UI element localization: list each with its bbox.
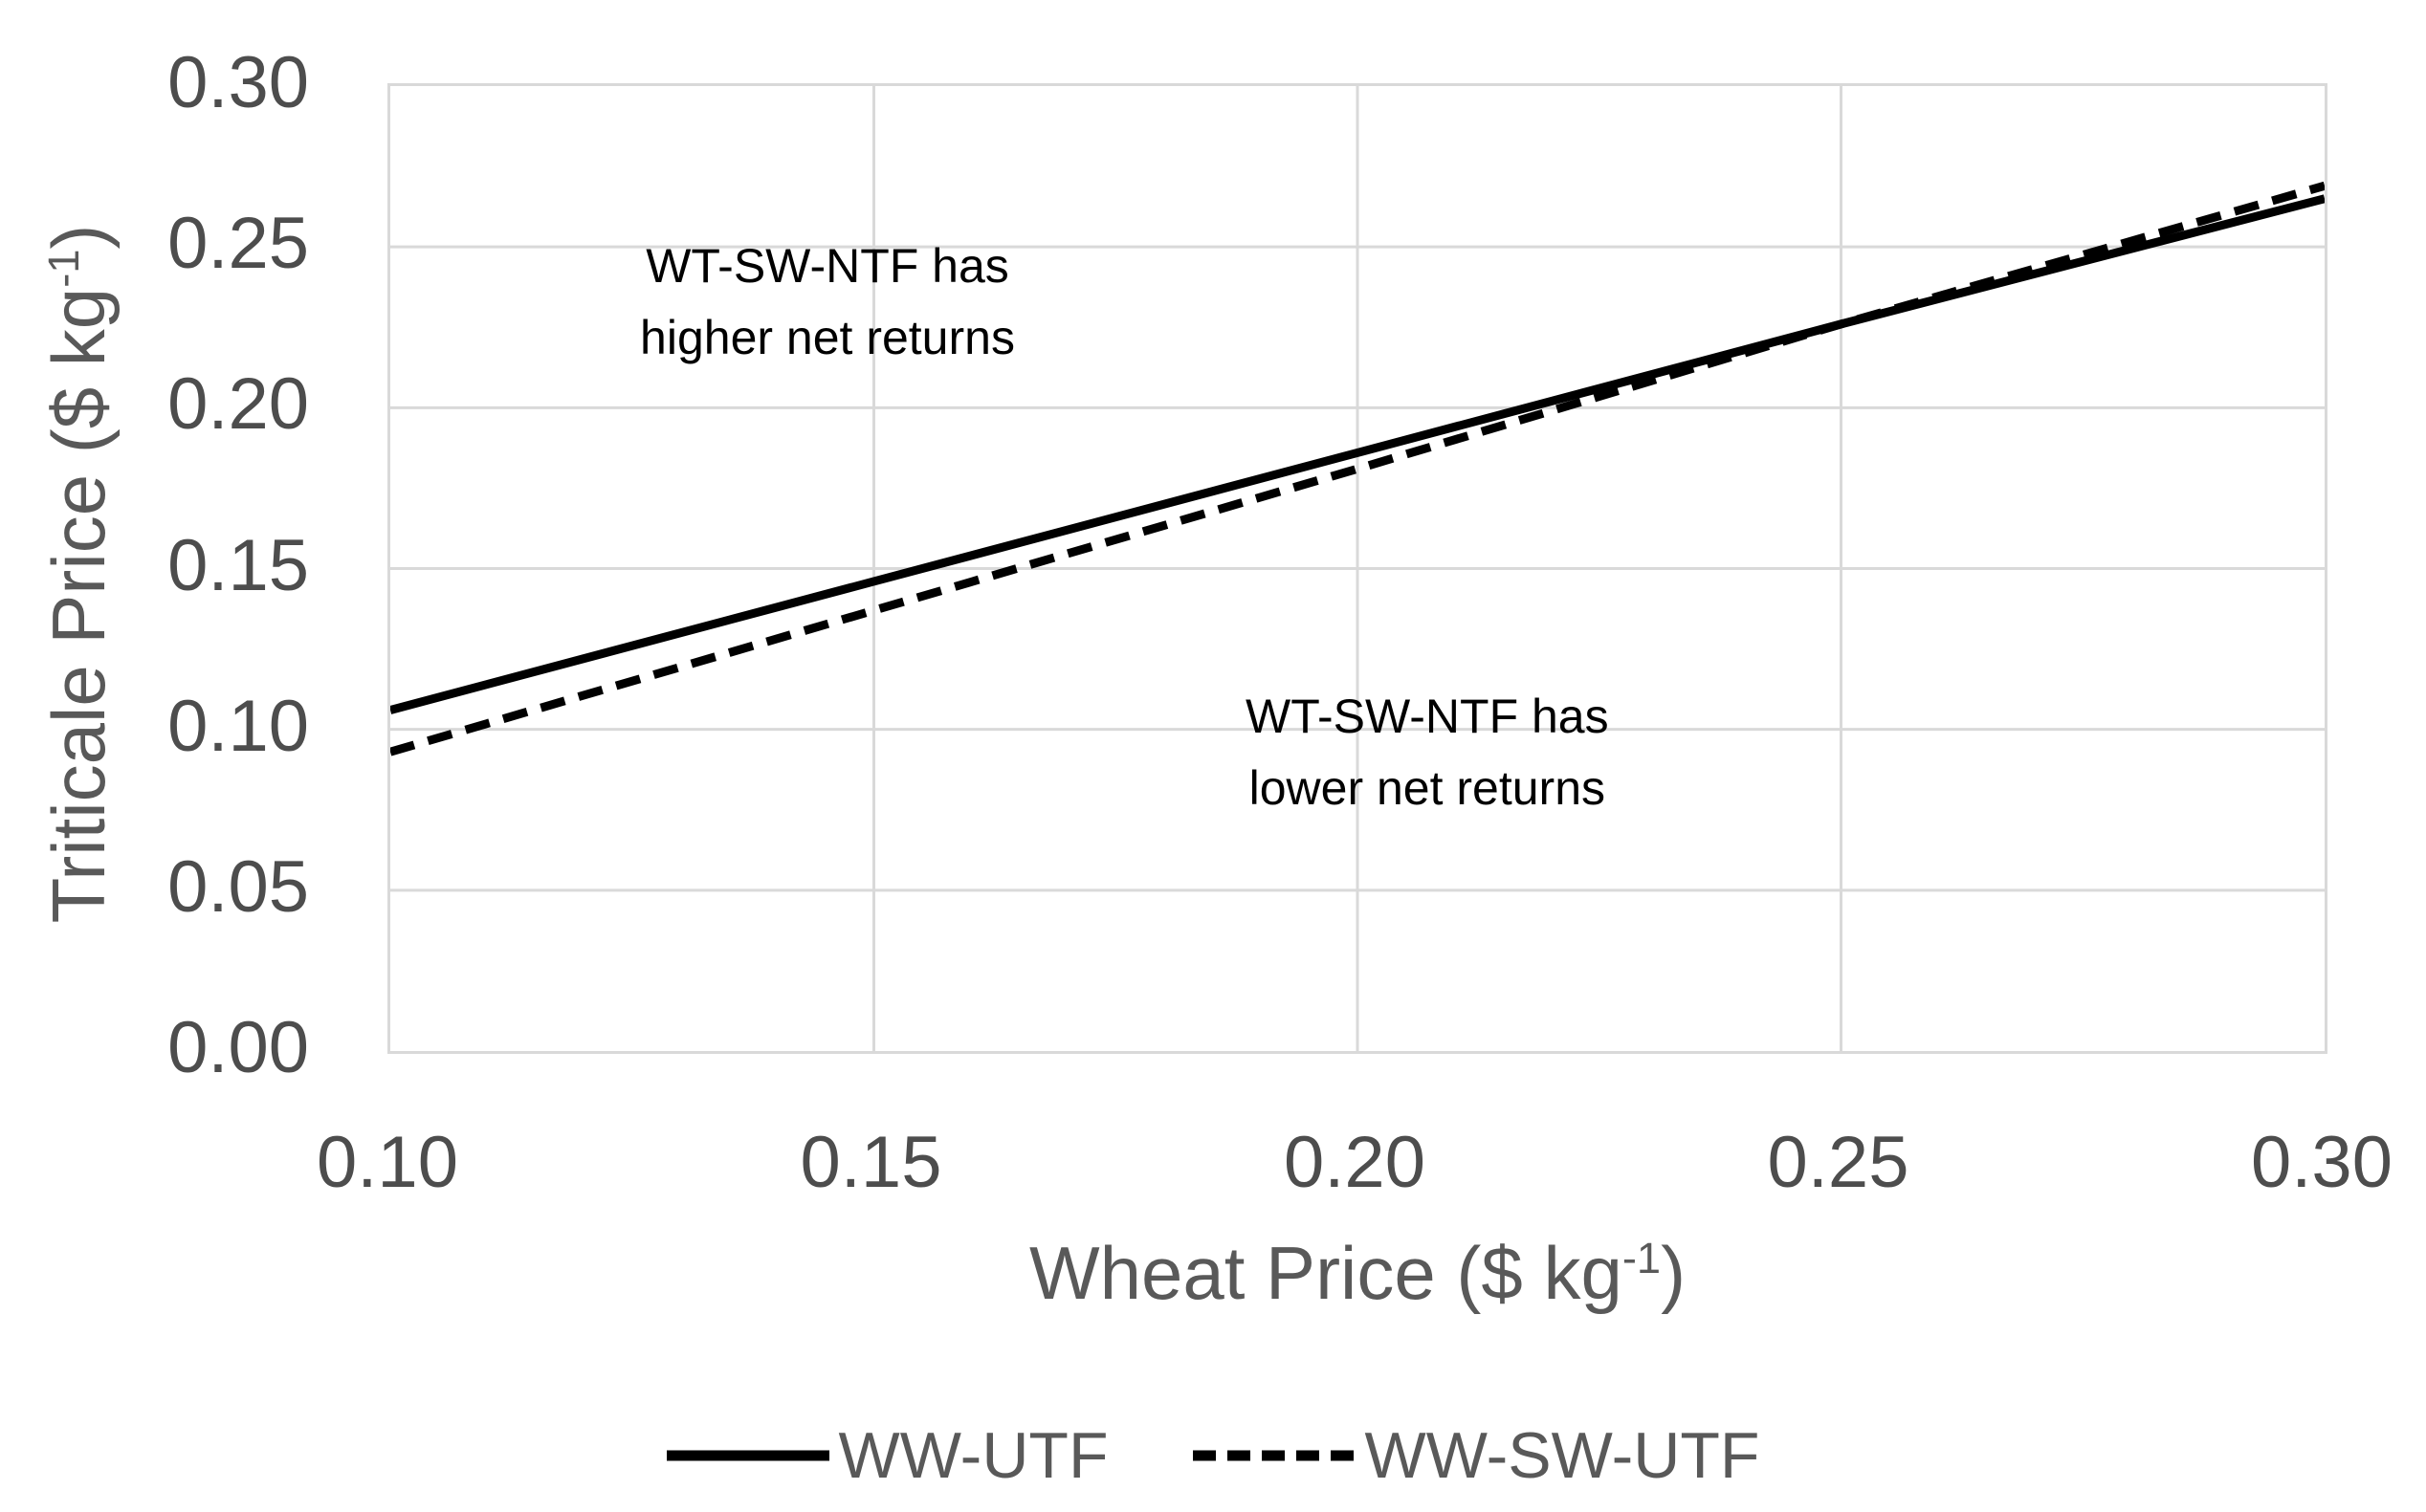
plot-lines-layer [390,86,2325,1051]
legend-item-ww-sw-utf: WW-SW-UTF [1192,1418,1760,1493]
plot-area [387,83,2327,1054]
legend-label: WW-SW-UTF [1364,1419,1760,1492]
legend: WW-UTF WW-SW-UTF [0,1404,2426,1507]
annotation-line: WT-SW-NTF has [646,238,1009,293]
series-line-ww-utf [390,194,2325,714]
x-tick-label: 0.15 [800,1122,942,1203]
legend-swatch-dashed [1192,1450,1356,1461]
x-axis-title-close: ) [1661,1231,1687,1315]
x-axis-title-superscript: -1 [1621,1234,1662,1282]
y-tick-label: 0.00 [167,1007,309,1088]
x-tick-label: 0.20 [1284,1122,1425,1203]
annotation-higher-returns: WT-SW-NTF has higher net returns [640,230,1015,374]
annotation-line: WT-SW-NTF has [1246,689,1609,743]
x-axis-title-text: Wheat Price ($ kg [1028,1231,1622,1315]
y-tick-label: 0.25 [167,203,309,285]
legend-label: WW-UTF [838,1419,1109,1492]
series-line-ww-sw-utf [390,181,2325,756]
x-tick-label: 0.25 [1767,1122,1909,1203]
y-tick-label: 0.10 [167,685,309,767]
x-tick-label: 0.30 [2251,1122,2393,1203]
x-axis-title: Wheat Price ($ kg-1) [1029,1236,1686,1310]
annotation-line: higher net returns [640,310,1015,364]
y-tick-label: 0.15 [167,524,309,606]
legend-item-ww-utf: WW-UTF [666,1418,1109,1493]
y-tick-label: 0.30 [167,42,309,123]
y-tick-label: 0.05 [167,845,309,928]
y-tick-label: 0.20 [167,363,309,446]
legend-swatch-solid [666,1450,829,1461]
annotation-line: lower net returns [1248,760,1605,815]
annotation-lower-returns: WT-SW-NTF has lower net returns [1246,681,1609,824]
x-tick-label: 0.10 [317,1122,458,1203]
